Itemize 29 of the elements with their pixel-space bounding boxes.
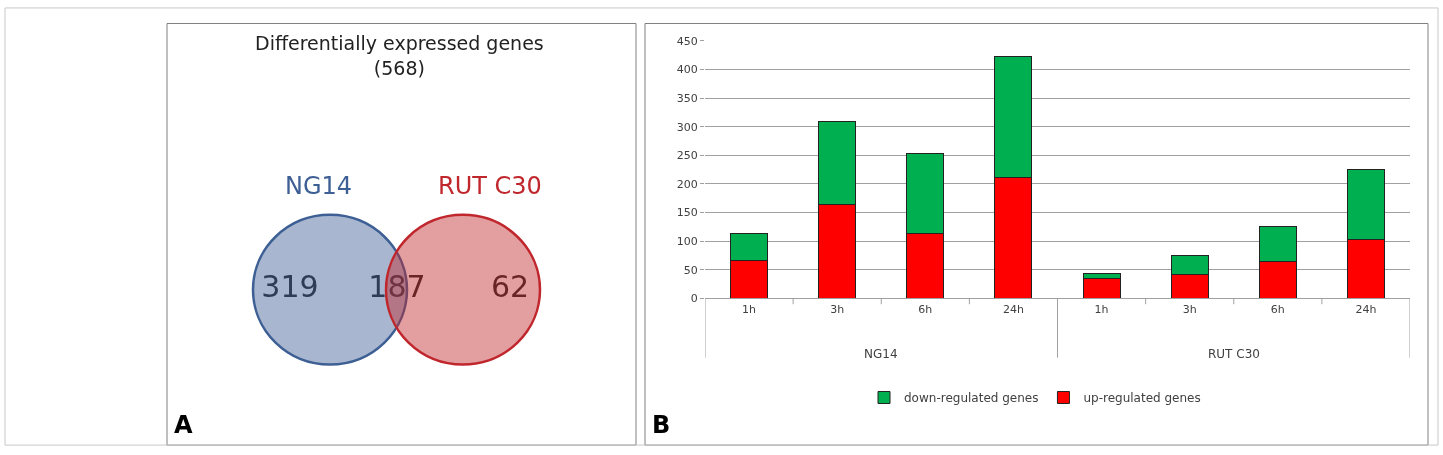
text: RUT C30 [1208, 347, 1260, 361]
data-label: 319 [261, 269, 319, 305]
text: NG14 [864, 347, 898, 361]
text: B [652, 411, 671, 439]
x-tick-label: 6h [918, 302, 933, 316]
y-tick-label: 150 [676, 206, 698, 220]
text: Differentially expressed genes (568) [255, 32, 544, 79]
legend-label: up-regulated genes [1083, 391, 1201, 406]
y-tick-label: 250 [676, 149, 698, 163]
data-label: 62 [490, 269, 530, 305]
x-tick-label: 6h [1270, 302, 1285, 316]
y-tick-label: 100 [676, 235, 698, 249]
text: A [174, 411, 193, 439]
x-tick-label: 3h [1182, 302, 1197, 316]
y-tick-label: 50 [683, 263, 698, 277]
y-tick-label: 0 [690, 292, 698, 306]
legend-label: down-regulated genes [904, 391, 1039, 406]
x-tick-label: 1h [742, 302, 757, 316]
y-tick-label: 200 [676, 177, 698, 191]
y-tick-label: 300 [676, 120, 698, 134]
category-label: RUT C30 [438, 172, 542, 200]
y-tick-label: 350 [676, 92, 698, 106]
category-label: NG14 [285, 172, 353, 200]
x-tick-label: 24h [1355, 302, 1377, 316]
x-tick-label: 24h [1002, 302, 1024, 316]
x-tick-label: 1h [1094, 302, 1109, 316]
x-tick-label: 3h [830, 302, 845, 316]
y-tick-label: 450 [676, 34, 698, 48]
y-tick-label: 400 [676, 63, 698, 77]
